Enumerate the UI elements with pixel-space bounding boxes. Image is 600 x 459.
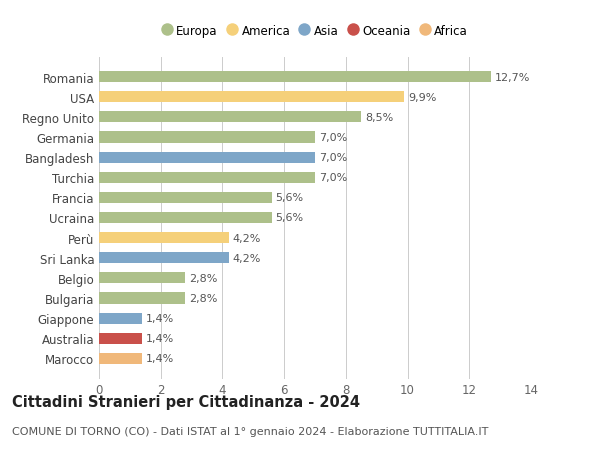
Text: 1,4%: 1,4% <box>146 313 174 324</box>
Text: Cittadini Stranieri per Cittadinanza - 2024: Cittadini Stranieri per Cittadinanza - 2… <box>12 394 360 409</box>
Text: 7,0%: 7,0% <box>319 153 347 163</box>
Bar <box>99 192 272 203</box>
Bar <box>99 353 142 364</box>
Text: 5,6%: 5,6% <box>275 213 304 223</box>
Text: COMUNE DI TORNO (CO) - Dati ISTAT al 1° gennaio 2024 - Elaborazione TUTTITALIA.I: COMUNE DI TORNO (CO) - Dati ISTAT al 1° … <box>12 426 488 436</box>
Text: 12,7%: 12,7% <box>494 73 530 83</box>
Text: 2,8%: 2,8% <box>189 273 217 283</box>
Text: 9,9%: 9,9% <box>408 93 437 102</box>
Bar <box>99 172 315 184</box>
Text: 1,4%: 1,4% <box>146 353 174 364</box>
Text: 5,6%: 5,6% <box>275 193 304 203</box>
Bar <box>99 72 491 83</box>
Bar <box>99 293 185 304</box>
Legend: Europa, America, Asia, Oceania, Africa: Europa, America, Asia, Oceania, Africa <box>158 22 472 41</box>
Bar <box>99 252 229 264</box>
Text: 4,2%: 4,2% <box>232 233 260 243</box>
Bar <box>99 273 185 284</box>
Text: 7,0%: 7,0% <box>319 133 347 143</box>
Text: 1,4%: 1,4% <box>146 334 174 343</box>
Text: 7,0%: 7,0% <box>319 173 347 183</box>
Bar <box>99 233 229 244</box>
Bar <box>99 333 142 344</box>
Bar <box>99 213 272 224</box>
Text: 8,5%: 8,5% <box>365 112 393 123</box>
Bar <box>99 152 315 163</box>
Bar <box>99 112 361 123</box>
Bar <box>99 132 315 143</box>
Bar <box>99 313 142 324</box>
Text: 4,2%: 4,2% <box>232 253 260 263</box>
Bar <box>99 92 404 103</box>
Text: 2,8%: 2,8% <box>189 293 217 303</box>
